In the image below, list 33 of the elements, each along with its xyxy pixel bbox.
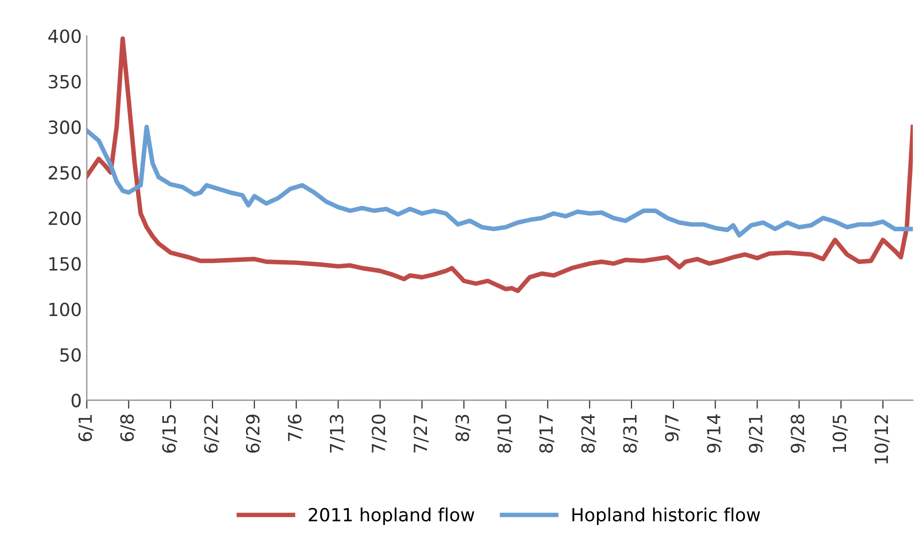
y-tick-label: 250 [48, 166, 81, 180]
legend-label: Hopland historic flow [572, 508, 760, 526]
x-tick-label: 7/27 [414, 414, 429, 452]
y-tick-label: 0 [72, 394, 81, 408]
y-tick-label: 350 [48, 74, 81, 89]
x-tick-label: 6/29 [246, 414, 262, 453]
x-tick-label: 10/5 [832, 414, 848, 452]
y-tick-label: 300 [48, 120, 81, 134]
x-tick-label: 9/28 [790, 414, 806, 453]
x-tick-label: 10/12 [874, 415, 890, 464]
x-tick-label: 8/10 [497, 414, 512, 453]
x-tick-label: 6/22 [204, 415, 220, 453]
x-tick-label: 9/7 [664, 414, 680, 442]
x-tick-label: 7/13 [330, 414, 345, 452]
y-tick-label: 150 [49, 257, 81, 271]
x-tick-label: 6/1 [78, 415, 94, 442]
y-tick-label: 100 [49, 302, 81, 316]
line-series [86, 124, 913, 238]
x-tick-label: 7/6 [288, 414, 303, 441]
x-tick-label: 6/15 [162, 414, 178, 453]
x-tick-label: 6/8 [120, 414, 136, 442]
y-tick-label: 400 [48, 29, 81, 43]
legend-label: 2011 hopland flow [308, 508, 474, 526]
x-tick-label: 8/24 [581, 414, 596, 453]
x-tick-label: 8/3 [455, 414, 471, 442]
x-tick-label: 8/17 [539, 414, 554, 453]
x-tick-label: 7/20 [372, 414, 387, 452]
x-tick-label: 9/14 [706, 414, 722, 453]
line-series [86, 36, 913, 294]
y-tick-label: 200 [48, 212, 81, 226]
x-tick-label: 8/31 [623, 415, 638, 453]
x-tick-label: 9/21 [748, 415, 764, 453]
y-tick-label: 50 [60, 348, 81, 362]
